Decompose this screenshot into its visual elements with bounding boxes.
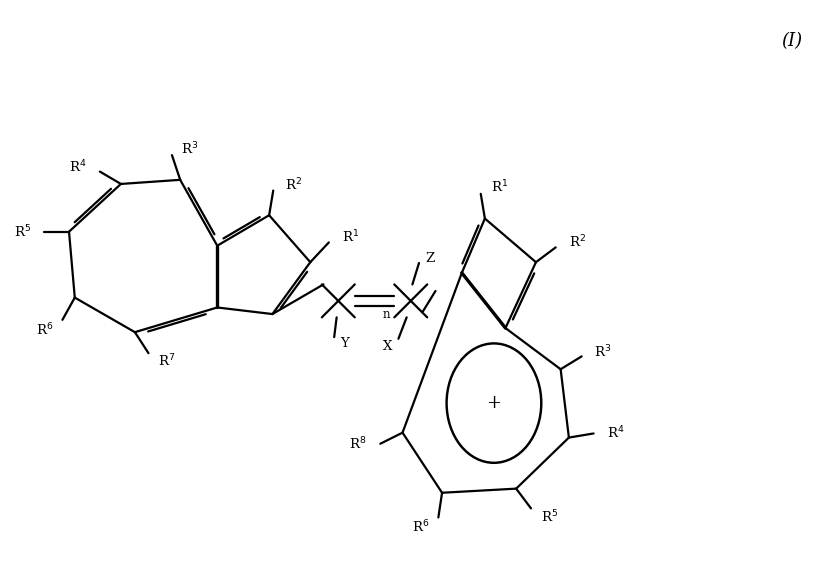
Text: R$^6$: R$^6$ — [411, 519, 429, 535]
Text: R$^4$: R$^4$ — [607, 425, 624, 442]
Text: R$^1$: R$^1$ — [342, 228, 359, 245]
Text: Y: Y — [340, 337, 349, 350]
Text: R$^5$: R$^5$ — [13, 223, 31, 240]
Text: +: + — [486, 394, 501, 412]
Text: R$^2$: R$^2$ — [569, 233, 586, 250]
Text: X: X — [383, 340, 392, 353]
Text: R$^3$: R$^3$ — [182, 141, 199, 158]
Text: R$^8$: R$^8$ — [349, 435, 367, 452]
Text: R$^4$: R$^4$ — [69, 159, 86, 176]
Text: R$^3$: R$^3$ — [594, 344, 612, 361]
Text: Z: Z — [425, 251, 434, 265]
Text: (I): (I) — [781, 31, 802, 49]
Text: R$^5$: R$^5$ — [541, 508, 557, 525]
Text: R$^2$: R$^2$ — [285, 176, 302, 193]
Text: R$^1$: R$^1$ — [491, 179, 509, 196]
Text: R$^6$: R$^6$ — [36, 321, 53, 338]
Text: R$^7$: R$^7$ — [158, 353, 175, 370]
Text: n: n — [383, 308, 391, 321]
